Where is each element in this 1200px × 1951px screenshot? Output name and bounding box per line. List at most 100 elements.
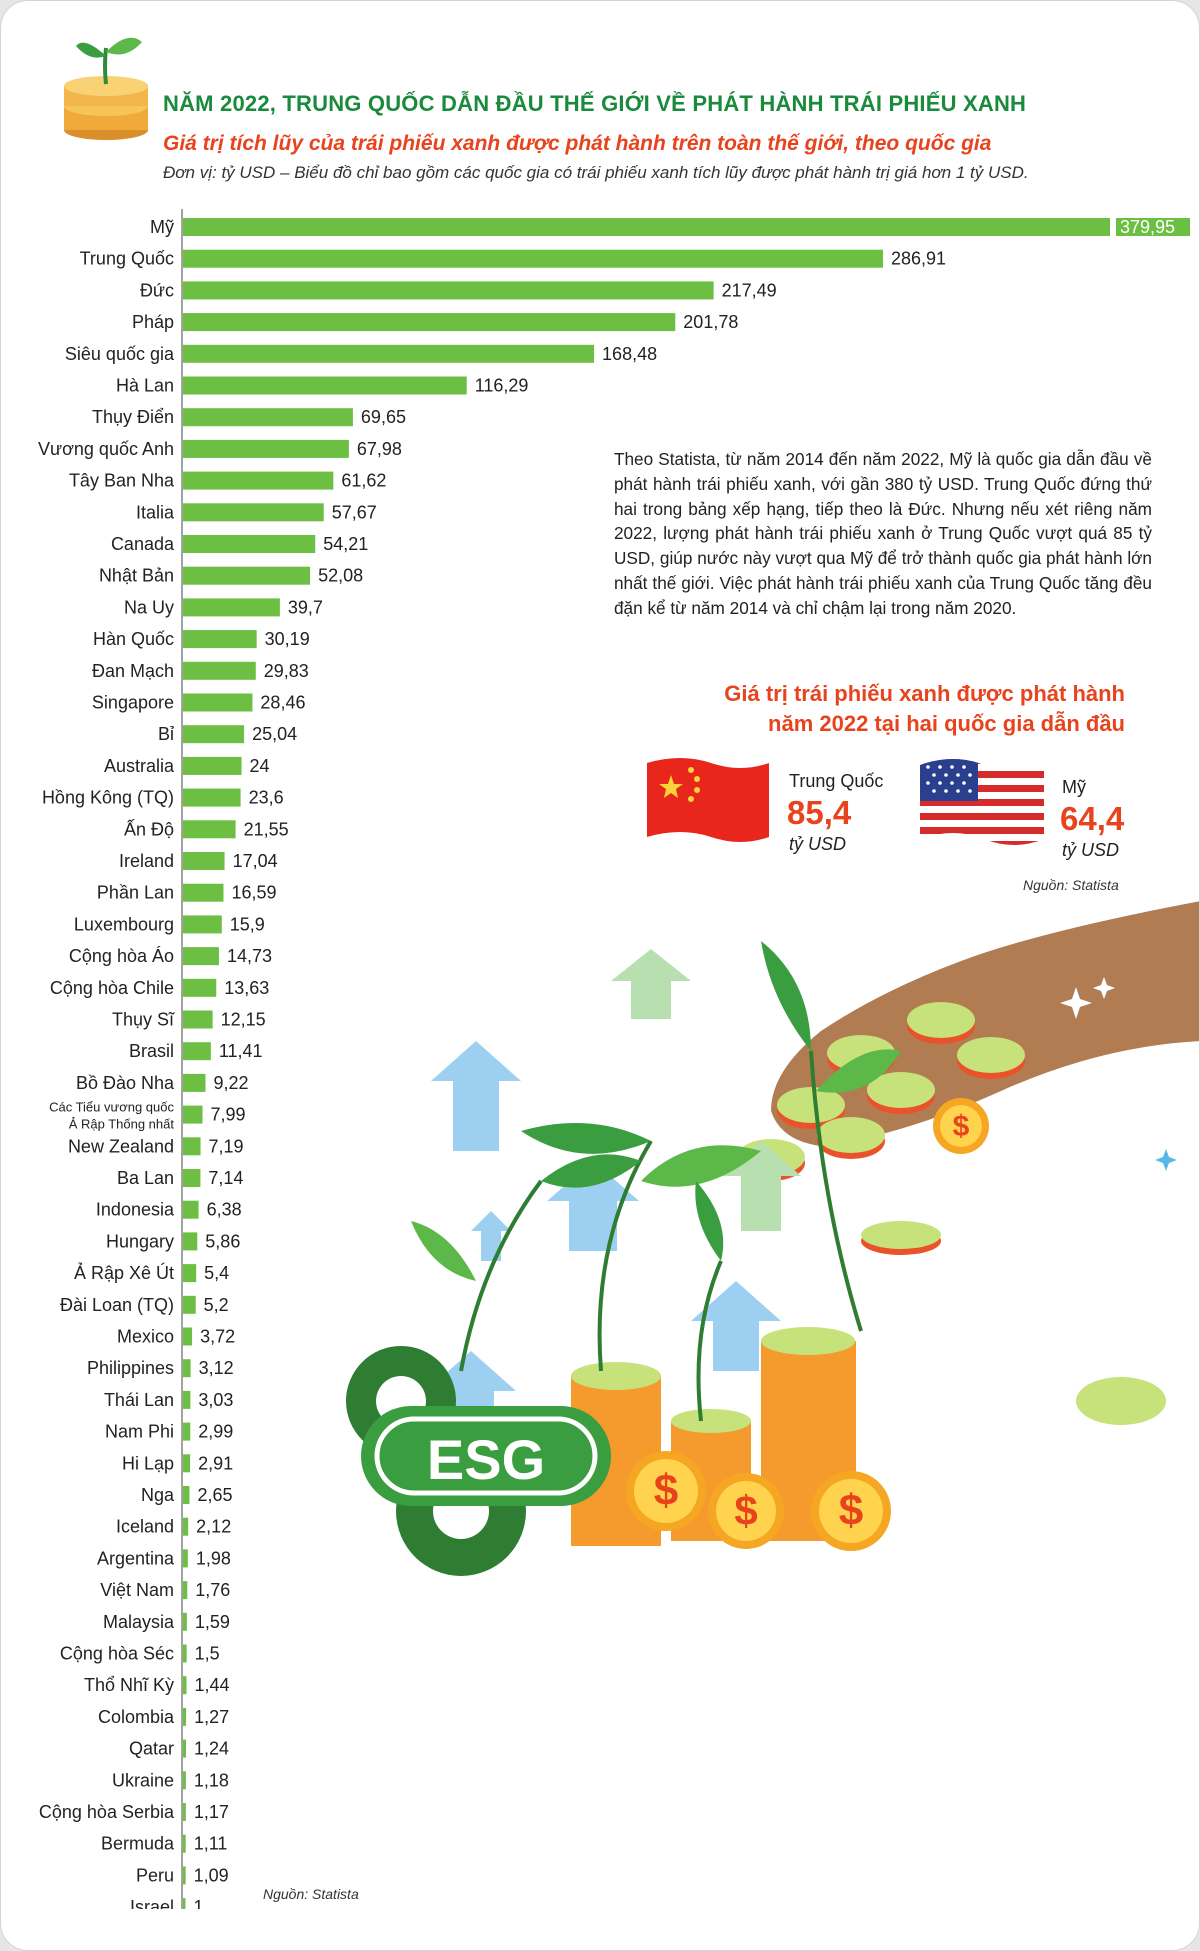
plant-leaves — [411, 941, 901, 1281]
value-label: 1,11 — [194, 1834, 228, 1854]
bar — [183, 471, 334, 490]
value-label: 1,17 — [194, 1802, 229, 1822]
category-label: Italia — [136, 502, 175, 522]
value-label: 2,65 — [197, 1485, 232, 1505]
category-label: Phần Lan — [97, 883, 174, 903]
value-label: 3,12 — [199, 1358, 234, 1378]
value-label: 1,24 — [194, 1739, 229, 1759]
value-label: 2,12 — [196, 1517, 231, 1537]
value-label: 5,86 — [205, 1231, 240, 1251]
category-label: Qatar — [129, 1739, 174, 1759]
bar — [183, 1232, 198, 1251]
value-label: 168,48 — [602, 344, 657, 364]
bar — [183, 820, 236, 839]
bar — [183, 1073, 206, 1092]
category-label: Bermuda — [101, 1834, 175, 1854]
category-label: Ba Lan — [117, 1168, 174, 1188]
bar — [183, 281, 714, 300]
bar — [183, 1105, 203, 1124]
value-label: 61,62 — [341, 471, 386, 491]
value-label: 13,63 — [224, 978, 269, 998]
category-label: Nam Phi — [105, 1422, 174, 1442]
value-label: 7,14 — [208, 1168, 243, 1188]
category-label: Ireland — [119, 851, 174, 871]
value-label: 116,29 — [475, 376, 529, 396]
bar — [183, 693, 253, 712]
sparkle-icon — [1155, 1149, 1177, 1171]
category-label: Trung Quốc — [80, 249, 174, 269]
value-label: 57,67 — [332, 502, 377, 522]
usa-value: 64,4 — [1060, 800, 1125, 837]
bar — [183, 788, 241, 807]
value-label: 2,91 — [198, 1453, 233, 1473]
bar — [183, 1803, 186, 1821]
category-label: Hà Lan — [116, 376, 174, 396]
bar — [183, 1486, 190, 1504]
bar — [183, 1866, 186, 1885]
sparkle-icon — [1093, 977, 1115, 999]
category-label: Đức — [140, 280, 174, 300]
panel-title: Giá trị trái phiếu xanh được phát hành n… — [651, 679, 1125, 739]
value-label: 1,27 — [194, 1707, 229, 1727]
value-label: 7,19 — [209, 1136, 244, 1156]
category-label: Colombia — [98, 1707, 175, 1727]
value-label: 12,15 — [221, 1010, 266, 1030]
category-label: Luxembourg — [74, 914, 174, 934]
panel-title-line2: năm 2022 tại hai quốc gia dẫn đầu — [768, 711, 1125, 736]
value-label: 379,95 — [1120, 217, 1175, 237]
category-label: Các Tiểu vương quốc Ả Rập Thống nhất — [49, 1100, 174, 1132]
bar-chart: Mỹ 379,95 Trung Quốc 286,91 Đức 217,49 Pháp 201… — [38, 209, 1190, 1909]
bar — [183, 1517, 189, 1536]
value-label: 2,99 — [198, 1422, 233, 1442]
bar — [183, 947, 219, 966]
china-label: Trung Quốc — [789, 771, 884, 791]
sparkle-icon — [1060, 987, 1092, 1019]
svg-text:$: $ — [839, 1486, 863, 1535]
bar — [183, 1898, 186, 1909]
bar — [183, 1771, 186, 1790]
bar — [183, 313, 676, 332]
category-label: Philippines — [87, 1358, 174, 1378]
bar — [183, 1042, 211, 1061]
category-label: Cộng hòa Serbia — [39, 1802, 175, 1822]
value-label: 9,22 — [213, 1073, 248, 1093]
category-label: Cộng hòa Áo — [69, 946, 174, 966]
category-label: Malaysia — [103, 1612, 175, 1632]
category-label: Brasil — [129, 1041, 174, 1061]
category-label: Ấn Độ — [124, 818, 174, 839]
category-label: Thụy Sĩ — [112, 1010, 175, 1030]
category-label: Siêu quốc gia — [65, 344, 175, 364]
chart-source: Nguồn: Statista — [263, 1886, 359, 1902]
category-label: Australia — [104, 756, 175, 776]
category-label: Indonesia — [96, 1200, 175, 1220]
category-label: Tây Ban Nha — [69, 471, 175, 491]
category-label: Ukraine — [112, 1770, 174, 1790]
value-label: 5,4 — [204, 1263, 229, 1283]
bar — [183, 725, 245, 744]
esg-badge: ESG — [361, 1406, 611, 1506]
category-label: Hồng Kông (TQ) — [42, 788, 174, 808]
value-label: 1,44 — [195, 1675, 230, 1695]
china-value: 85,4 — [787, 794, 852, 831]
category-label: Mỹ — [150, 217, 174, 237]
bar — [183, 1327, 193, 1346]
bar — [183, 661, 256, 680]
bar — [183, 566, 311, 585]
category-label: Cộng hòa Séc — [60, 1644, 174, 1664]
bar — [183, 408, 353, 427]
bar — [183, 756, 242, 775]
category-label: Peru — [136, 1865, 174, 1885]
category-label: Pháp — [132, 312, 174, 332]
value-label: 16,59 — [231, 883, 276, 903]
value-label: 1 — [193, 1897, 203, 1909]
bar — [183, 1359, 191, 1378]
value-label: 17,04 — [233, 851, 278, 871]
category-label: Argentina — [97, 1548, 175, 1568]
description-paragraph: Theo Statista, từ năm 2014 đến năm 2022,… — [614, 449, 1152, 618]
category-label: Thụy Điển — [92, 407, 174, 427]
bar — [183, 1390, 191, 1409]
bar — [183, 1581, 188, 1600]
bar — [183, 1295, 196, 1314]
bar — [183, 503, 324, 522]
